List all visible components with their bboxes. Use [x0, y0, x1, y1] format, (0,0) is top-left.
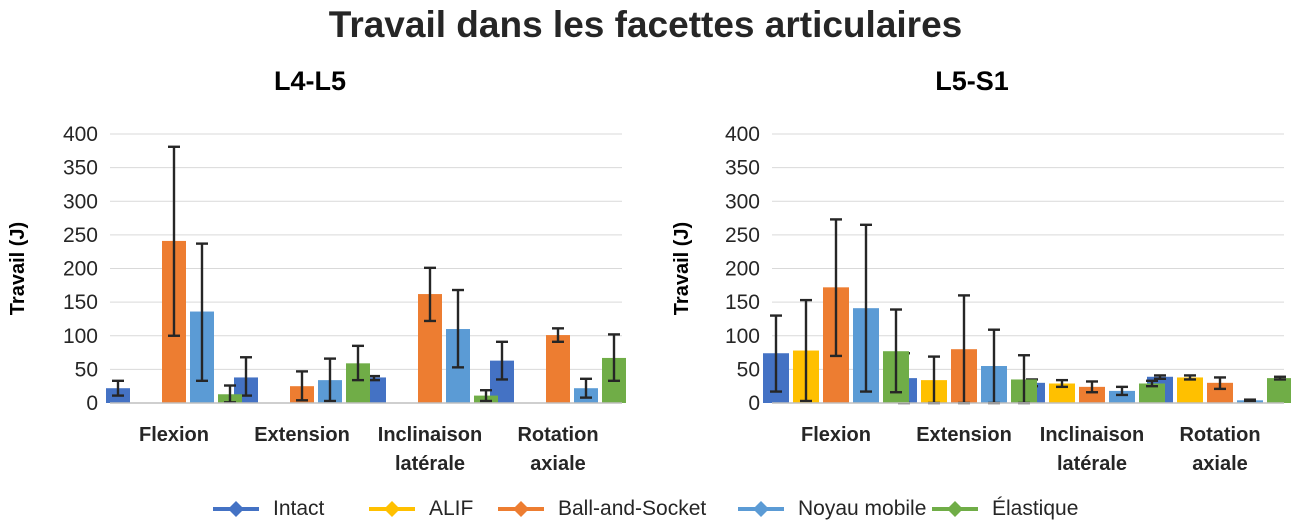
y-tick-label: 150: [63, 291, 98, 314]
bar-ball-and-socket: [1079, 386, 1105, 403]
y-tick-label: 50: [75, 358, 98, 381]
bar-noyau-mobile: [1109, 390, 1135, 403]
legend-label: Ball-and-Socket: [558, 497, 707, 520]
x-category-label: latérale: [395, 453, 465, 475]
legend-marker-icon: [932, 493, 978, 525]
bar-ball-and-socket: [546, 335, 570, 403]
bar--lastique: [1139, 383, 1165, 403]
y-tick-label: 400: [63, 123, 98, 146]
x-category-label: latérale: [1057, 453, 1127, 475]
legend: Intact ALIF Ball-and-Socket Noyau mobile Éla…: [0, 493, 1291, 525]
bar--lastique: [1267, 378, 1291, 403]
y-tick-label: 200: [725, 258, 760, 281]
legend-item: Intact: [213, 493, 324, 525]
x-category-label: Extension: [916, 424, 1012, 446]
y-tick-label: 300: [725, 190, 760, 213]
bar-alif: [1177, 377, 1203, 403]
y-tick-label: 150: [725, 291, 760, 314]
y-tick-label: 400: [725, 123, 760, 146]
y-tick-label: 100: [725, 325, 760, 348]
panel-title: L5-S1: [935, 66, 1009, 96]
x-category-label: Rotation: [517, 424, 598, 446]
x-category-label: Rotation: [1179, 424, 1260, 446]
y-tick-label: 250: [725, 224, 760, 247]
y-tick-label: 200: [63, 258, 98, 281]
chart-panel-l5-s1: L5-S1 Travail (J) 0 50 100 150 200 250 300 350 400…: [671, 66, 1291, 475]
legend-label: ALIF: [429, 497, 474, 520]
x-category-label: Inclinaison: [378, 424, 482, 446]
x-category-label: Flexion: [139, 424, 209, 446]
y-tick-label: 0: [748, 392, 760, 415]
x-category-label: axiale: [530, 453, 586, 475]
y-tick-label: 350: [725, 157, 760, 180]
legend-item: Noyau mobile: [738, 493, 926, 525]
legend-marker-icon: [369, 493, 415, 525]
y-tick-label: 300: [63, 190, 98, 213]
x-category-label: axiale: [1192, 453, 1248, 475]
y-tick-label: 100: [63, 325, 98, 348]
bar-ball-and-socket: [1207, 382, 1233, 403]
legend-label: Élastique: [992, 497, 1079, 520]
legend-marker-icon: [498, 493, 544, 525]
x-category-label: Flexion: [801, 424, 871, 446]
legend-marker-icon: [738, 493, 784, 525]
legend-item: Élastique: [932, 493, 1078, 525]
y-axis-label: Travail (J): [7, 222, 29, 315]
x-category-label: Inclinaison: [1040, 424, 1144, 446]
legend-marker-icon: [213, 493, 259, 525]
y-tick-label: 50: [737, 358, 760, 381]
legend-item: Ball-and-Socket: [498, 493, 706, 525]
legend-label: Intact: [273, 497, 325, 520]
y-tick-label: 250: [63, 224, 98, 247]
y-tick-label: 0: [86, 392, 98, 415]
panel-title: L4-L5: [274, 66, 346, 96]
legend-label: Noyau mobile: [798, 497, 927, 520]
legend-item: ALIF: [369, 493, 473, 525]
chart-panel-l4-l5: L4-L5 Travail (J) 0 50 100 150 200 250 300 350 400…: [7, 66, 626, 475]
charts-canvas: L4-L5 Travail (J) 0 50 100 150 200 250 300 350 400…: [7, 66, 1291, 475]
y-axis-label: Travail (J): [671, 222, 693, 315]
bar-alif: [1049, 383, 1075, 403]
chart-main-title: Travail dans les facettes articulaires: [328, 4, 963, 45]
y-tick-label: 350: [63, 157, 98, 180]
x-category-label: Extension: [254, 424, 350, 446]
